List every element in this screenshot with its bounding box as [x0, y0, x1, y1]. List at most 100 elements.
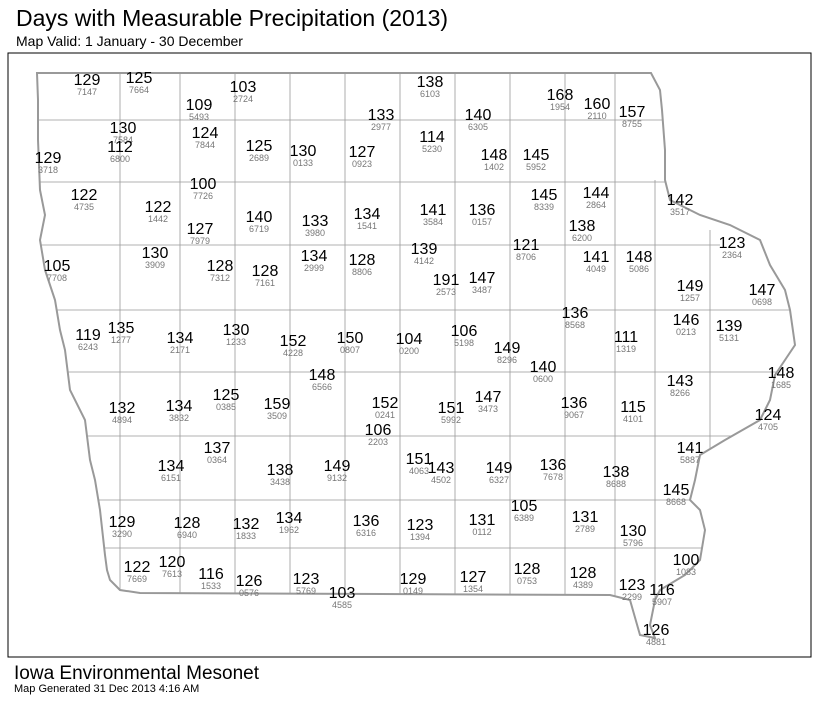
station-days: 114	[419, 129, 445, 146]
station-id: 4502	[431, 475, 451, 485]
station-days: 130	[290, 143, 317, 160]
station-days: 134	[166, 398, 193, 415]
station-id: 6389	[514, 513, 534, 523]
station-id: 7664	[129, 85, 149, 95]
station-id: 5952	[526, 162, 546, 172]
station-id: 8706	[516, 252, 536, 262]
station-id: 2203	[368, 437, 388, 447]
station-days: 103	[329, 585, 356, 602]
station-id: 1257	[680, 293, 700, 303]
station-days: 124	[755, 407, 782, 424]
station-id: 0923	[352, 159, 372, 169]
station-days: 134	[158, 458, 185, 475]
station-id: 3832	[169, 413, 189, 423]
station-days: 143	[667, 373, 694, 390]
station-id: 7979	[190, 236, 210, 246]
station-days: 125	[126, 70, 153, 87]
station-id: 0213	[676, 327, 696, 337]
station-days: 125	[246, 138, 273, 155]
station-id: 1083	[676, 567, 696, 577]
station-id: 6316	[356, 528, 376, 538]
station-id: 3980	[305, 228, 325, 238]
station-days: 124	[192, 125, 219, 142]
station-id: 5493	[189, 112, 209, 122]
station-days: 147	[469, 270, 496, 287]
station-days: 128	[252, 263, 279, 280]
station-id: 3517	[670, 207, 690, 217]
station-id: 6151	[161, 473, 181, 483]
station-id: 6566	[312, 382, 332, 392]
station-days: 126	[643, 622, 670, 639]
station-days: 140	[246, 209, 273, 226]
station-id: 2977	[371, 122, 391, 132]
station-days: 149	[677, 278, 704, 295]
station-id: 2171	[170, 345, 190, 355]
station-id: 5769	[296, 586, 316, 596]
station-id: 1319	[616, 344, 636, 354]
station-days: 128	[349, 252, 376, 269]
station-days: 127	[187, 221, 214, 238]
station-id: 3473	[478, 404, 498, 414]
station-id: 7844	[195, 140, 215, 150]
station-id: 3438	[270, 477, 290, 487]
station-id: 9132	[327, 473, 347, 483]
station-days: 148	[309, 367, 336, 384]
station-id: 5992	[441, 415, 461, 425]
station-id: 7147	[77, 87, 97, 97]
footer-source: Iowa Environmental Mesonet	[14, 663, 260, 684]
state-outline	[35, 72, 797, 640]
station-days: 125	[213, 387, 240, 404]
station-days: 130	[110, 120, 137, 137]
station-id: 0157	[472, 217, 492, 227]
station-id: 4585	[332, 600, 352, 610]
station-id: 6243	[78, 342, 98, 352]
station-days: 104	[396, 331, 423, 348]
title: Days with Measurable Precipitation (2013…	[16, 5, 448, 31]
station-id: 7312	[210, 273, 230, 283]
station-id: 4894	[112, 415, 132, 425]
station-days: 134	[167, 330, 194, 347]
station-days: 129	[400, 571, 427, 588]
station-id: 7669	[127, 574, 147, 584]
station-id: 2789	[575, 524, 595, 534]
station-days: 145	[531, 187, 558, 204]
station-id: 8755	[622, 119, 642, 129]
station-id: 1442	[148, 214, 168, 224]
station-days: 105	[44, 258, 71, 275]
station-id: 6940	[177, 530, 197, 540]
station-days: 132	[109, 400, 136, 417]
station-id: 5907	[652, 597, 672, 607]
station-id: 0149	[403, 586, 423, 596]
station-days: 129	[109, 514, 136, 531]
station-id: 2999	[304, 263, 324, 273]
station-days: 133	[302, 213, 329, 230]
map-frame	[7, 52, 812, 658]
station-id: 4881	[646, 637, 666, 647]
station-id: 0385	[216, 402, 236, 412]
station-days: 106	[365, 422, 392, 439]
station-id: 3718	[38, 165, 58, 175]
station-days: 141	[420, 202, 447, 219]
station-days: 134	[276, 510, 303, 527]
station-days: 142	[667, 192, 694, 209]
station-days: 130	[620, 523, 647, 540]
station-days: 116	[198, 566, 224, 583]
station-id: 5796	[623, 538, 643, 548]
station-id: 7678	[543, 472, 563, 482]
station-days: 146	[673, 312, 700, 329]
station-days: 132	[233, 516, 260, 533]
station-days: 141	[677, 440, 704, 457]
station-days: 138	[569, 218, 596, 235]
station-id: 2573	[436, 287, 456, 297]
station-days: 128	[570, 565, 597, 582]
station-days: 129	[74, 72, 101, 89]
station-days: 149	[324, 458, 351, 475]
station-id: 5131	[719, 333, 739, 343]
station-days: 140	[530, 359, 557, 376]
station-days: 138	[603, 464, 630, 481]
station-id: 0576	[239, 588, 259, 598]
station-id: 7708	[47, 273, 67, 283]
